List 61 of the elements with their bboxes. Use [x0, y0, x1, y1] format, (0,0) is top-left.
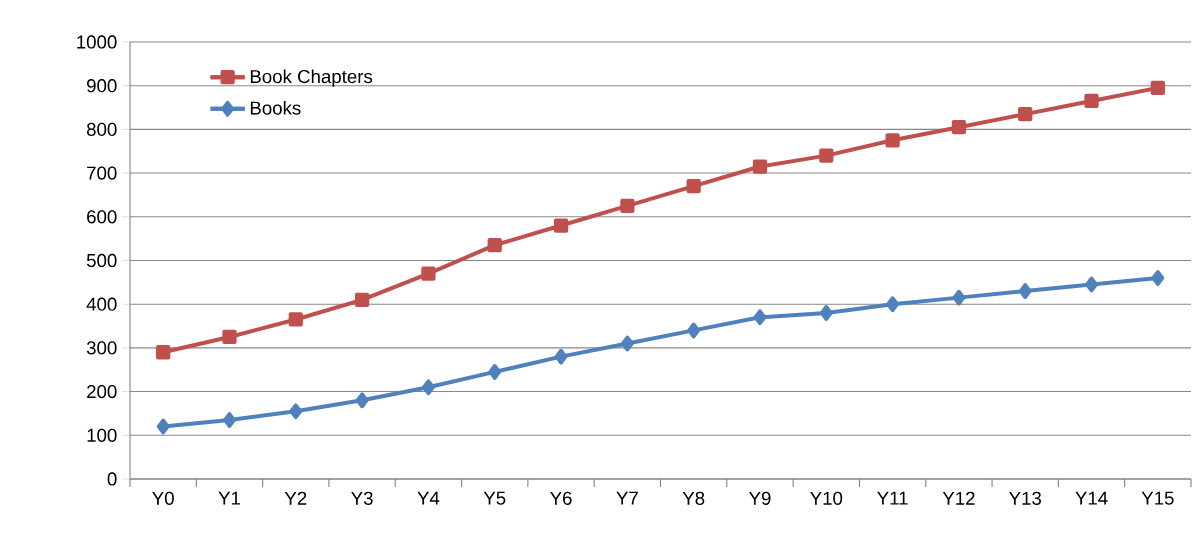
point	[686, 179, 701, 194]
y-tick-label: 800	[86, 122, 117, 136]
x-tick-label: Y15	[1141, 491, 1174, 505]
x-tick-label: Y8	[682, 491, 705, 505]
point	[687, 322, 701, 339]
y-tick-label: 300	[86, 341, 117, 355]
y-tick-label: 900	[87, 79, 117, 93]
point	[488, 364, 502, 380]
point	[620, 335, 634, 352]
point	[753, 309, 767, 326]
point	[288, 312, 303, 327]
legend-label: Books	[250, 100, 301, 115]
y-tick-label: 700	[87, 166, 117, 180]
x-tick-label: Y10	[810, 491, 843, 505]
point	[156, 345, 171, 360]
point	[421, 266, 436, 281]
point	[819, 148, 834, 163]
point	[1151, 270, 1165, 286]
point	[222, 329, 237, 345]
point	[422, 379, 435, 396]
x-tick-label: Y13	[1009, 491, 1041, 505]
point	[355, 392, 369, 409]
y-tick-label: 600	[87, 210, 117, 224]
y-tick-label: 500	[86, 253, 117, 268]
point	[223, 412, 236, 428]
x-tick-label: Y0	[152, 491, 174, 505]
point	[354, 292, 370, 307]
x-tick-label: Y3	[351, 491, 373, 505]
point	[1150, 80, 1165, 96]
y-tick-label: 0	[107, 472, 117, 486]
point	[1018, 106, 1033, 122]
point	[952, 289, 966, 306]
point	[886, 296, 899, 313]
x-tick-label: Y7	[616, 491, 638, 505]
point	[752, 159, 768, 174]
y-tick-label: 200	[87, 384, 117, 399]
x-tick-label: Y14	[1075, 491, 1108, 505]
point	[487, 238, 502, 253]
x-tick-label: Y5	[483, 491, 506, 505]
point	[885, 133, 900, 148]
point	[554, 348, 568, 365]
point	[1085, 276, 1098, 293]
y-tick-label: 1000	[77, 35, 117, 49]
x-tick-label: Y6	[550, 491, 572, 505]
point	[156, 418, 170, 435]
point	[289, 403, 303, 420]
x-tick-label: Y11	[877, 491, 908, 505]
point	[1018, 283, 1032, 299]
x-tick-label: Y4	[417, 491, 440, 505]
x-tick-label: Y2	[284, 491, 307, 505]
point	[620, 198, 635, 213]
y-tick-label: 400	[86, 297, 117, 311]
y-tick-label: 100	[87, 428, 117, 442]
x-tick-label: Y1	[218, 491, 240, 505]
point	[819, 305, 833, 321]
legend-label: Book Chapters	[250, 69, 373, 87]
point	[553, 218, 569, 233]
point	[1084, 93, 1099, 109]
x-tick-label: Y9	[748, 491, 771, 505]
x-tick-label: Y12	[942, 491, 975, 505]
point	[951, 120, 967, 135]
